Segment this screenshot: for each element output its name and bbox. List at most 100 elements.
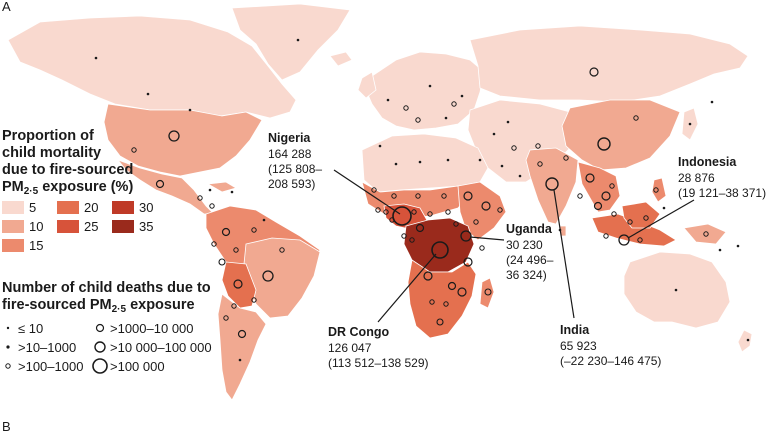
death-markers <box>94 38 750 362</box>
legend-deaths-title-1: Number of child deaths due to <box>2 280 211 296</box>
svg-text:(113 512–138 529): (113 512–138 529) <box>328 356 429 370</box>
legend-swatch-label-30: 30 <box>139 200 153 215</box>
region-southern-africa <box>407 259 477 339</box>
region-papua <box>683 223 727 245</box>
panel-letter-b: B <box>2 419 11 431</box>
legend-deaths-marker-sm <box>6 345 10 349</box>
callout-india: India 65 923 (–22 230–146 475) <box>560 323 661 368</box>
marker-angola <box>423 271 433 281</box>
marker-myanmar <box>585 173 595 183</box>
legend-swatch-15 <box>2 239 24 252</box>
leader-nigeria <box>333 169 401 215</box>
legend-deaths-items: ≤ 10 >1000–10 000 >10–1000 >10 000–100 000 >… <box>5 321 212 374</box>
svg-text:(24 496–: (24 496– <box>506 253 554 267</box>
marker-madagascar <box>484 288 492 296</box>
legend-swatch-label-20: 20 <box>84 200 98 215</box>
small-circles <box>131 101 709 321</box>
legend-proportion: Proportion of child mortality due to fir… <box>2 128 153 253</box>
legend-deaths-marker-xs <box>6 326 10 330</box>
legend-swatch-5 <box>2 201 24 214</box>
marker-india <box>545 177 559 191</box>
legend-deaths-label-s2: >100–1000 <box>18 359 83 374</box>
marker-mozambique <box>457 287 467 297</box>
legend-deaths-marker-xl <box>92 358 108 374</box>
legend-proportion-title-4: PM2·5 exposure (%) <box>2 179 133 197</box>
legend-proportion-title-3: due to fire-sourced <box>2 162 133 178</box>
land-layer <box>7 3 753 401</box>
svg-text:Indonesia: Indonesia <box>678 155 737 169</box>
legend-deaths-label-sm: >10–1000 <box>18 340 76 355</box>
legend-swatch-label-10: 10 <box>29 219 43 234</box>
marker-uganda <box>460 230 472 242</box>
marker-brazil <box>262 270 274 282</box>
leader-india <box>553 189 575 319</box>
panel-letter-a: A <box>2 0 11 14</box>
marker-indonesia <box>618 234 630 246</box>
callout-indonesia: Indonesia 28 876 (19 121–38 371) <box>678 155 766 200</box>
legend-proportion-title-2: child mortality <box>2 145 101 161</box>
legend-swatch-label-35: 35 <box>139 219 153 234</box>
svg-text:DR Congo: DR Congo <box>328 325 389 339</box>
legend-swatch-25 <box>57 220 79 233</box>
small-dots <box>94 38 750 362</box>
region-europe <box>365 51 485 131</box>
legend-proportion-title-1: Proportion of <box>2 128 94 144</box>
callout-uganda: Uganda 30 230 (24 496– 36 324) <box>506 222 554 282</box>
legend-deaths-title-2: fire-sourced PM2·5 exposure <box>2 297 195 315</box>
leader-indonesia <box>627 199 695 239</box>
region-argentina-chile <box>217 293 267 401</box>
legend-swatch-10 <box>2 220 24 233</box>
marker-russia <box>589 67 599 77</box>
marker-cameroon <box>415 223 425 233</box>
svg-text:30 230: 30 230 <box>506 238 543 252</box>
region-caribbean <box>206 181 237 193</box>
region-brazil <box>243 237 321 319</box>
svg-text:28 876: 28 876 <box>678 171 715 185</box>
svg-text:(19 121–38 371): (19 121–38 371) <box>678 186 766 200</box>
region-sri-lanka <box>559 225 567 237</box>
marker-colombia <box>221 227 231 237</box>
marker-cambodia <box>593 201 603 211</box>
leader-lines <box>333 169 695 323</box>
legend-swatch-label-25: 25 <box>84 219 98 234</box>
svg-text:164 288: 164 288 <box>268 147 312 161</box>
region-iceland <box>329 51 353 67</box>
marker-ethiopia <box>481 201 491 211</box>
region-canada <box>7 15 297 119</box>
region-philippines <box>651 177 667 203</box>
marker-tanzania <box>463 257 473 267</box>
svg-text:(125 808–: (125 808– <box>268 162 322 176</box>
region-madagascar <box>479 277 495 309</box>
legend-swatch-20 <box>57 201 79 214</box>
legend-deaths-label-md: >1000–10 000 <box>110 321 194 336</box>
marker-dr-congo <box>431 241 449 259</box>
marker-argentina <box>237 329 247 339</box>
marker-sudan <box>463 191 473 201</box>
marker-usa <box>168 130 180 142</box>
callout-nigeria: Nigeria 164 288 (125 808– 208 593) <box>268 131 322 191</box>
marker-peru <box>218 258 226 266</box>
region-bolivia <box>221 261 257 309</box>
marker-south-africa <box>436 318 444 326</box>
region-usa <box>103 103 263 177</box>
legend-deaths-marker-lg <box>94 341 106 353</box>
legend-swatch-35 <box>112 220 134 233</box>
svg-text:126 047: 126 047 <box>328 341 372 355</box>
leader-uganda <box>469 236 505 241</box>
region-greenland <box>231 3 351 81</box>
svg-text:(–22 230–146 475): (–22 230–146 475) <box>560 354 661 368</box>
legend-deaths-label-xs: ≤ 10 <box>18 321 43 336</box>
callout-dr-congo: DR Congo 126 047 (113 512–138 529) <box>328 325 429 370</box>
region-india <box>525 147 579 225</box>
region-russia <box>469 25 749 103</box>
legend-swatch-label-5: 5 <box>29 200 36 215</box>
legend-deaths-label-lg: >10 000–100 000 <box>110 340 212 355</box>
leader-dr-congo <box>377 253 437 323</box>
region-china <box>561 99 681 171</box>
svg-text:Nigeria: Nigeria <box>268 131 311 145</box>
legend-deaths: Number of child deaths due to fire-sourc… <box>2 280 212 374</box>
legend-deaths-label-xl: >100 000 <box>110 359 165 374</box>
svg-text:65 923: 65 923 <box>560 339 597 353</box>
legend-deaths-marker-s2 <box>5 363 11 369</box>
